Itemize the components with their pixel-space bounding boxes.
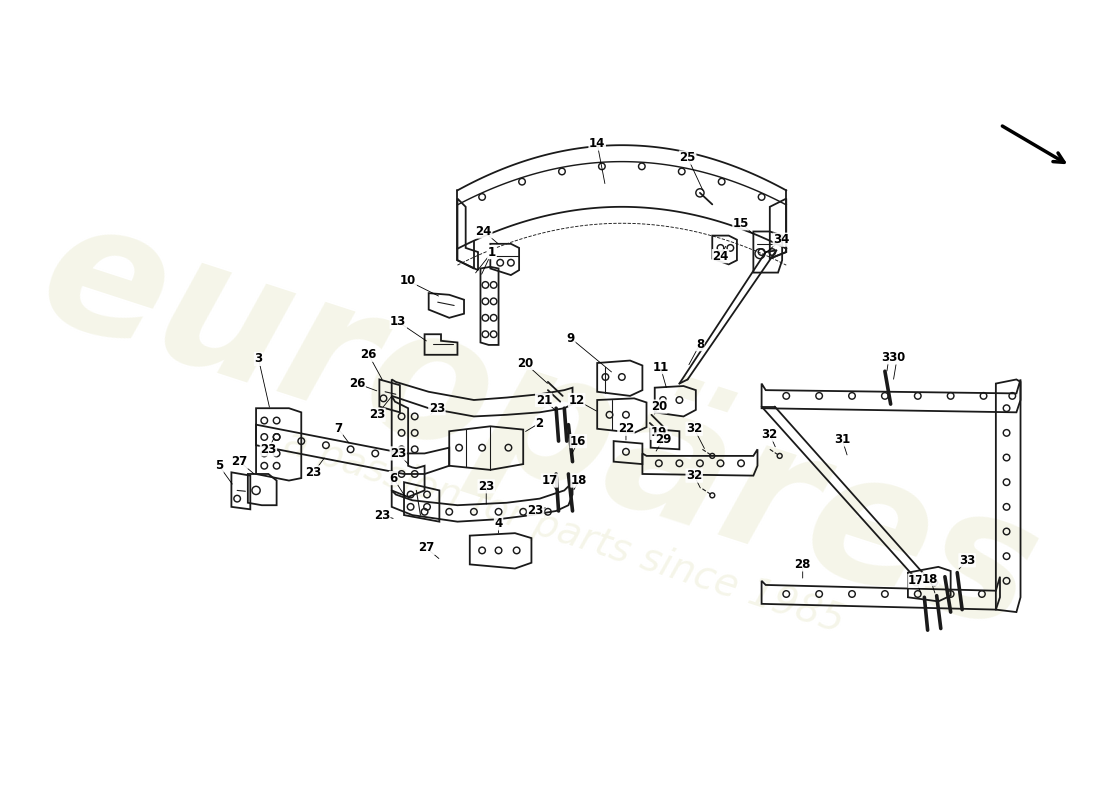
Text: 13: 13	[390, 315, 406, 329]
Text: 31: 31	[834, 433, 850, 446]
Text: 23: 23	[527, 505, 543, 518]
Text: 23: 23	[478, 480, 494, 493]
Text: 23: 23	[368, 408, 385, 422]
Text: 21: 21	[536, 394, 552, 406]
Text: 19: 19	[651, 426, 667, 439]
Text: 3: 3	[254, 353, 263, 366]
Text: 26: 26	[361, 348, 377, 362]
Text: 10: 10	[400, 274, 416, 287]
Text: 12: 12	[569, 394, 585, 406]
Text: 29: 29	[654, 433, 671, 446]
Text: 24: 24	[475, 225, 492, 238]
Text: 17: 17	[908, 574, 924, 587]
Text: europäres: europäres	[21, 180, 1059, 670]
Text: 11: 11	[652, 361, 669, 374]
Text: 15: 15	[733, 217, 749, 230]
Text: 24: 24	[713, 250, 728, 262]
Text: 25: 25	[680, 151, 696, 164]
Text: 32: 32	[761, 428, 778, 441]
Text: 14: 14	[588, 137, 605, 150]
Text: 18: 18	[571, 474, 587, 487]
Text: 20: 20	[651, 400, 667, 413]
Text: 6: 6	[389, 471, 397, 485]
Text: 23: 23	[374, 509, 390, 522]
Text: 16: 16	[570, 434, 586, 447]
Text: 33: 33	[881, 350, 898, 364]
Text: 2: 2	[536, 417, 543, 430]
Text: 23: 23	[429, 402, 446, 414]
Text: 7: 7	[334, 422, 342, 435]
Text: 23: 23	[306, 466, 321, 479]
Text: 23: 23	[390, 447, 406, 460]
Text: 1: 1	[488, 246, 496, 258]
Text: 18: 18	[922, 573, 938, 586]
Text: a passion for parts since 1985: a passion for parts since 1985	[279, 422, 849, 640]
Text: 20: 20	[517, 357, 534, 370]
Text: 8: 8	[696, 338, 704, 350]
Text: 33: 33	[959, 554, 976, 566]
Text: 32: 32	[686, 469, 702, 482]
Text: 26: 26	[349, 377, 365, 390]
Text: 27: 27	[418, 542, 434, 554]
Text: 4: 4	[494, 517, 503, 530]
Text: 23: 23	[261, 443, 276, 456]
Text: 32: 32	[686, 422, 702, 435]
Text: 28: 28	[794, 558, 811, 571]
Text: 27: 27	[231, 455, 248, 468]
Text: 9: 9	[566, 332, 575, 345]
Text: 17: 17	[541, 474, 558, 487]
Text: 34: 34	[773, 234, 790, 246]
Text: 22: 22	[618, 422, 634, 435]
Text: 30: 30	[889, 350, 905, 364]
Text: 5: 5	[214, 459, 223, 472]
Text: 1: 1	[488, 246, 496, 258]
